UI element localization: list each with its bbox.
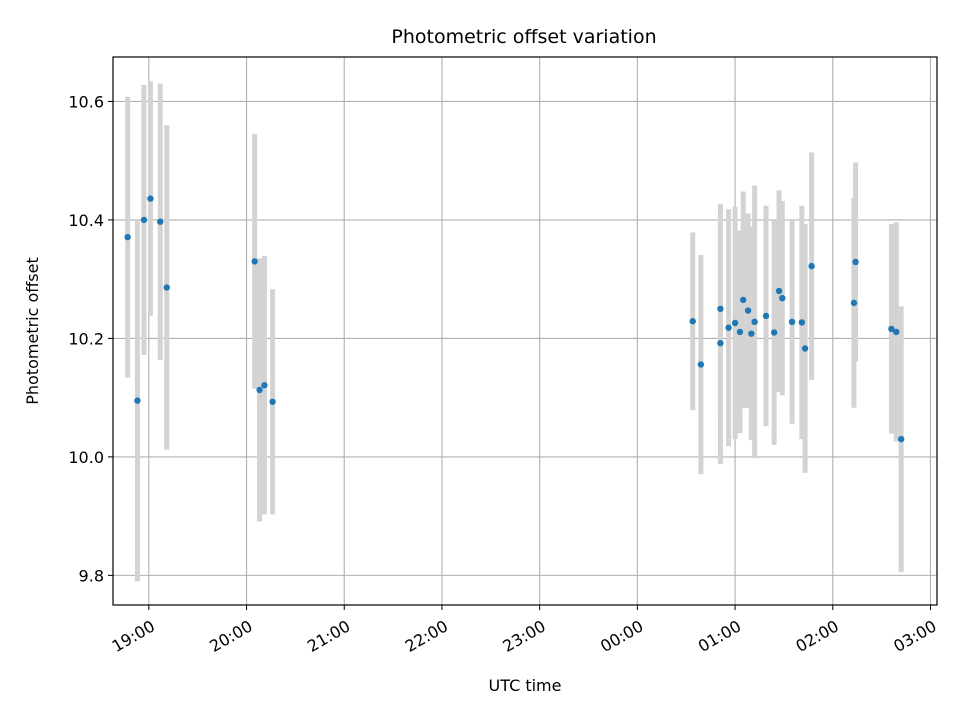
data-point <box>157 218 164 225</box>
data-point <box>808 262 815 270</box>
data-point <box>748 330 755 337</box>
data-point <box>140 216 148 224</box>
y-tick-label: 10.4 <box>68 211 104 230</box>
data-point <box>740 296 747 304</box>
data-points <box>124 195 905 443</box>
y-axis-ticks: 9.8 10.0 10.2 10.4 10.6 <box>68 92 113 585</box>
data-point <box>689 318 696 325</box>
x-axis-label: UTC time <box>489 676 562 695</box>
data-point <box>163 284 170 291</box>
data-point <box>779 294 786 302</box>
data-point <box>717 339 724 347</box>
data-point <box>850 299 858 307</box>
y-tick-label: 9.8 <box>79 566 104 585</box>
data-point <box>731 319 739 327</box>
data-point <box>852 258 859 266</box>
data-point <box>736 328 744 336</box>
data-point <box>897 435 905 443</box>
chart-title: Photometric offset variation <box>391 26 656 48</box>
data-point <box>798 319 806 326</box>
y-tick-label: 10.6 <box>68 92 104 111</box>
data-point <box>762 312 770 320</box>
data-point <box>261 382 268 389</box>
data-point <box>725 324 732 331</box>
data-point <box>269 398 276 405</box>
data-point <box>717 305 724 312</box>
data-point <box>744 307 752 314</box>
y-axis-label: Photometric offset <box>23 257 42 405</box>
data-point <box>801 345 809 352</box>
data-point <box>775 287 783 295</box>
data-point <box>251 258 258 265</box>
data-point <box>134 397 141 404</box>
data-point <box>770 329 778 336</box>
data-point <box>697 361 705 368</box>
y-tick-label: 10.0 <box>68 448 104 467</box>
data-point <box>124 233 131 241</box>
data-point <box>751 318 758 326</box>
data-point <box>888 325 895 333</box>
data-point <box>256 386 263 394</box>
data-point <box>788 318 796 326</box>
y-tick-label: 10.2 <box>68 329 104 348</box>
data-point <box>147 195 154 202</box>
plot-frame <box>112 56 938 606</box>
grid <box>113 57 937 605</box>
data-point <box>893 328 900 336</box>
